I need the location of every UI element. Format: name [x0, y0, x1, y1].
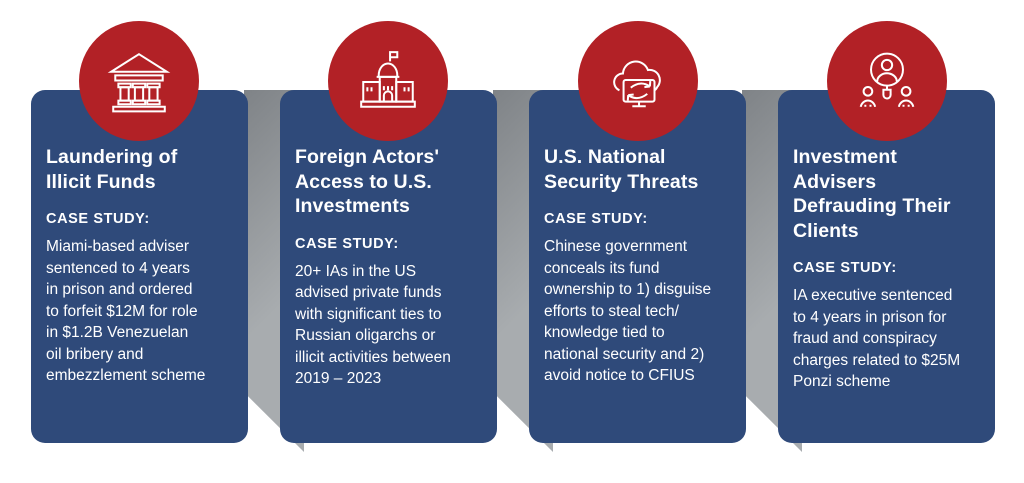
bank-icon — [106, 48, 172, 114]
icon-circle — [578, 21, 698, 141]
card-title: Investment Advisers Defrauding Their Cli… — [793, 146, 951, 242]
case-study-text: 20+ IAs in the US advised private funds … — [295, 262, 451, 388]
card-investment-advisers-defrauding: Investment Advisers Defrauding Their Cli… — [778, 90, 995, 443]
capitol-icon — [355, 48, 421, 114]
case-study-text: Chinese government conceals its fund own… — [544, 238, 712, 384]
cloud-transfer-icon — [605, 48, 671, 114]
org-people-icon — [854, 48, 920, 114]
card-title: Laundering of Illicit Funds — [46, 146, 178, 193]
case-study-label: CASE STUDY: — [544, 211, 648, 227]
icon-circle — [827, 21, 947, 141]
case-study-text: IA executive sentenced to 4 years in pri… — [793, 287, 961, 390]
card-us-national-security-threats: U.S. National Security Threats CASE STUD… — [529, 90, 746, 443]
card-foreign-actors-access: Foreign Actors' Access to U.S. Investmen… — [280, 90, 497, 443]
case-study-label: CASE STUDY: — [793, 260, 897, 276]
case-study-text: Miami-based adviser sentenced to 4 years… — [46, 238, 206, 384]
icon-circle — [328, 21, 448, 141]
card-title: Foreign Actors' Access to U.S. Investmen… — [295, 146, 440, 217]
icon-circle — [79, 21, 199, 141]
case-study-label: CASE STUDY: — [46, 211, 150, 227]
case-study-label: CASE STUDY: — [295, 235, 399, 252]
card-title: U.S. National Security Threats — [544, 146, 699, 193]
card-laundering-of-illicit-funds: Laundering of Illicit Funds CASE STUDY: … — [31, 90, 248, 443]
